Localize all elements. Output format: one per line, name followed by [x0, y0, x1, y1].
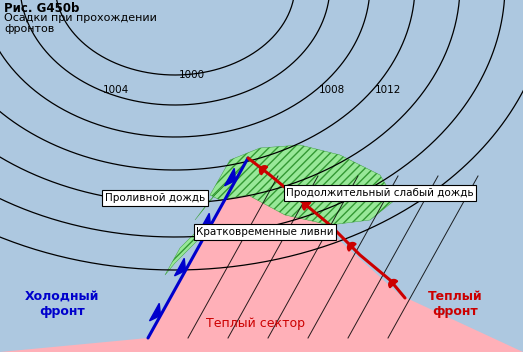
Text: 1004: 1004 — [103, 85, 129, 95]
Text: 1000: 1000 — [178, 70, 204, 80]
Text: 1008: 1008 — [319, 85, 345, 95]
Text: Кратковременные ливни: Кратковременные ливни — [196, 227, 334, 237]
Text: фронтов: фронтов — [4, 24, 54, 34]
Polygon shape — [199, 213, 210, 231]
Polygon shape — [224, 168, 235, 186]
Polygon shape — [210, 145, 395, 225]
Text: Проливной дождь: Проливной дождь — [105, 193, 205, 203]
Polygon shape — [389, 279, 397, 288]
Polygon shape — [150, 303, 161, 321]
Polygon shape — [175, 258, 186, 276]
Text: 1012: 1012 — [375, 86, 402, 95]
Text: Рис. G450b: Рис. G450b — [4, 2, 79, 15]
Text: Теплый сектор: Теплый сектор — [206, 317, 304, 330]
Text: Теплый
фронт: Теплый фронт — [428, 290, 482, 318]
Polygon shape — [302, 201, 311, 210]
Polygon shape — [0, 158, 523, 352]
Polygon shape — [195, 160, 248, 220]
Polygon shape — [165, 220, 215, 275]
Text: Холодный
фронт: Холодный фронт — [25, 290, 99, 318]
Polygon shape — [347, 243, 356, 251]
Polygon shape — [259, 166, 268, 175]
Text: Продолжительный слабый дождь: Продолжительный слабый дождь — [286, 188, 474, 198]
Text: Осадки при прохождении: Осадки при прохождении — [4, 13, 157, 23]
